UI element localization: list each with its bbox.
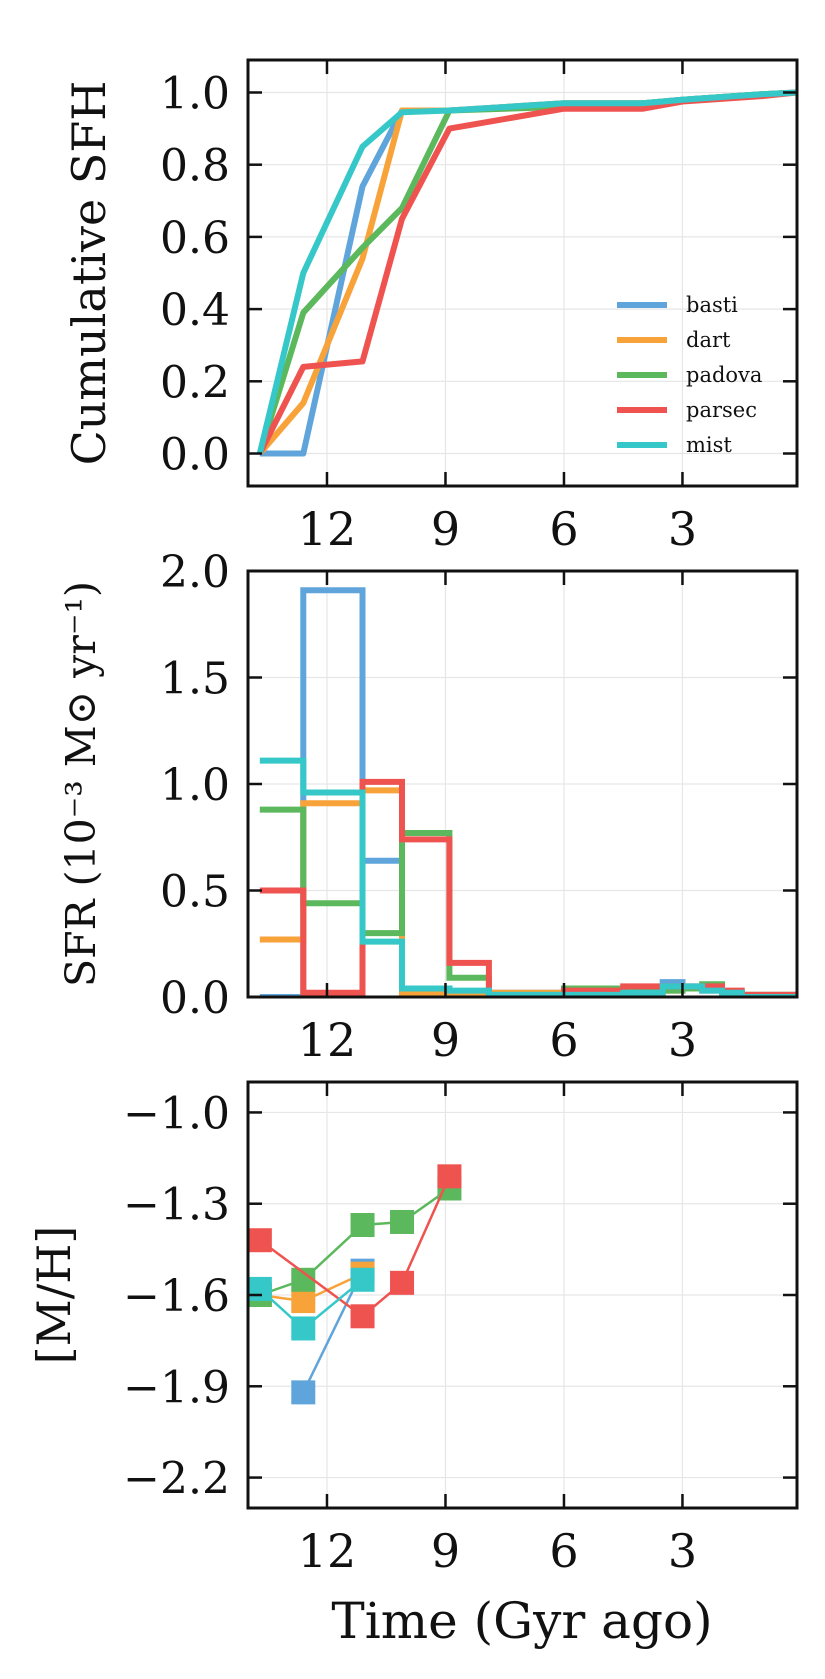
legend-label-basti: basti [686,293,738,317]
metallicity-point-basti [291,1380,316,1405]
y-tick-label: 0.0 [160,430,230,481]
y-tick-label: −1.6 [123,1271,230,1322]
y-axis-label-sfr: SFR (10⁻³ M⊙ yr⁻¹) [57,581,105,987]
metallicity-point-padova [390,1209,415,1234]
x-tick-label: 6 [549,502,578,556]
axes-frame [246,58,799,488]
plot-area [259,587,797,997]
y-tick-label: 2.0 [160,547,230,598]
sfr-step-parsec [259,778,797,997]
y-tick-label: −1.9 [123,1362,230,1413]
legend: basti dart padova parsec mist [617,293,762,457]
x-tick-label: 12 [298,1013,357,1067]
metallicity-point-mist [350,1267,375,1292]
x-tick-label: 3 [668,1013,697,1067]
metallicity-line-parsec [259,1175,451,1318]
y-tick-label: 0.4 [160,285,230,336]
x-tick-label: 9 [431,502,460,556]
metallicity-point-padova [350,1213,375,1238]
y-tick-label: −2.2 [123,1454,230,1505]
legend-label-mist: mist [686,433,732,457]
cumulative-sfh-panel: 12 9 6 3 0.0 0.2 0.4 0.6 0.8 1.0 Cumulative SFH bas… [62,58,799,556]
metallicity-point-dart [291,1289,316,1314]
x-tick-label: 9 [431,1524,460,1578]
y-axis-label-cumulative: Cumulative SFH [62,81,116,466]
y-tick-label: 0.8 [160,141,230,192]
y-tick-label: −1.0 [123,1088,230,1139]
x-tick-label: 6 [549,1013,578,1067]
legend-label-padova: padova [686,363,762,387]
legend-label-parsec: parsec [686,398,757,422]
y-tick-label: 0.2 [160,357,230,408]
sfr-step-mist [259,757,797,997]
metallicity-panel: 12 9 6 3 −1.0 −1.3 −1.6 −1.9 −2.2 [M/H] [27,1080,799,1578]
y-tick-label: 0.0 [160,973,230,1024]
x-tick-label: 12 [298,502,357,556]
sfr-panel: 12 9 6 3 0.0 0.5 1.0 1.5 2.0 SFR (10⁻³ M⊙ yr⁻¹) [57,547,799,1067]
metallicity-point-parsec [390,1270,415,1295]
metallicity-point-parsec [248,1228,272,1253]
x-tick-label: 3 [668,1524,697,1578]
metallicity-point-parsec [350,1304,375,1329]
metallicity-point-mist [248,1276,272,1301]
cumulative-line-mist [256,89,797,455]
sfr-step-dart [259,787,797,997]
plot-area [248,1164,462,1405]
x-tick-label: 3 [668,502,697,556]
y-tick-label: 1.0 [160,760,230,811]
legend-label-dart: dart [686,328,731,352]
y-tick-label: 0.6 [160,213,230,264]
y-tick-label: 1.0 [160,68,230,119]
x-tick-label: 12 [298,1524,357,1578]
metallicity-point-mist [291,1316,316,1341]
metallicity-point-parsec [437,1164,462,1189]
x-axis-label: Time (Gyr ago) [331,1592,712,1650]
y-tick-label: 0.5 [160,867,230,918]
plot-area [256,89,797,457]
x-tick-label: 9 [431,1013,460,1067]
y-axis-label-metallicity: [M/H] [27,1226,81,1365]
x-tick-label: 6 [549,1524,578,1578]
sfr-step-padova [259,806,797,997]
y-tick-label: 1.5 [160,654,230,705]
y-tick-label: −1.3 [123,1180,230,1231]
